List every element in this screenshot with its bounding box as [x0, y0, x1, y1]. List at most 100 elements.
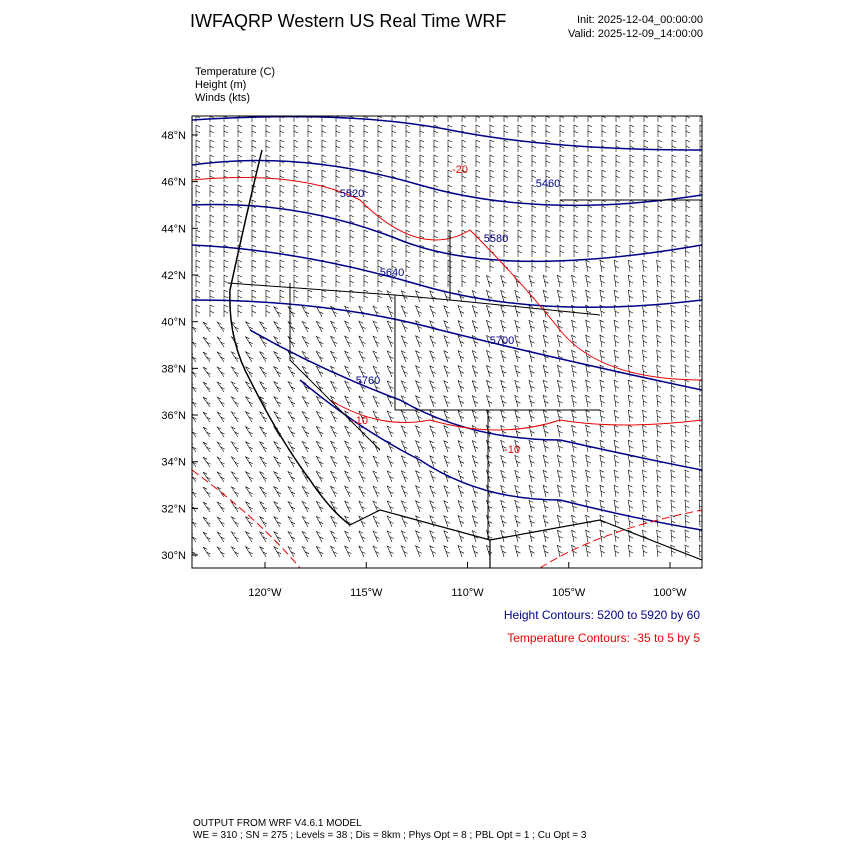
wind-barb: [419, 274, 425, 287]
wind-barb: [447, 139, 453, 152]
wind-barb: [670, 334, 676, 348]
wind-barb: [349, 124, 355, 137]
wind-barb: [585, 514, 592, 528]
wind-barb: [363, 124, 369, 137]
wind-barb: [629, 199, 635, 212]
wind-barb: [486, 439, 493, 453]
wind-barb: [447, 169, 453, 182]
wind-barb: [293, 184, 299, 197]
wind-barb: [489, 229, 495, 242]
wind-barb: [230, 486, 239, 498]
wind-barb: [489, 184, 495, 197]
wind-barb: [461, 229, 467, 242]
wind-barb: [642, 484, 648, 498]
lat-label: 40°N: [161, 317, 186, 329]
wind-barb: [329, 515, 338, 528]
wind-barb: [447, 124, 453, 137]
wind-barb: [514, 439, 521, 453]
wind-barb: [386, 320, 394, 333]
wind-barb: [192, 503, 197, 513]
wind-barb: [287, 350, 296, 363]
wind-barb: [372, 410, 380, 423]
wind-barb: [429, 305, 437, 318]
wind-barb: [471, 470, 479, 483]
valid-time: Valid: 2025-12-09_14:00:00: [568, 28, 703, 40]
wind-barb: [684, 319, 690, 333]
wind-barb: [372, 485, 380, 498]
wind-barb: [415, 410, 422, 423]
wind-barb: [329, 380, 338, 393]
wind-barb: [307, 274, 313, 287]
wind-barb: [195, 184, 201, 197]
wind-barb: [216, 531, 225, 543]
wind-barb: [613, 274, 620, 288]
wind-barb: [358, 395, 366, 408]
wind-barb: [287, 305, 296, 318]
wind-barb: [500, 274, 507, 288]
wind-barb: [671, 154, 677, 167]
wind-barb: [571, 499, 577, 513]
wind-barb: [386, 485, 394, 498]
wind-barb: [344, 335, 352, 348]
wind-barb: [216, 546, 225, 558]
wind-barb: [419, 214, 425, 227]
wind-barb: [517, 184, 523, 197]
wind-barb: [329, 425, 338, 438]
wind-barb: [344, 530, 352, 543]
wind-barb: [461, 199, 467, 212]
wind-barb: [279, 274, 285, 287]
wind-barb: [244, 501, 253, 513]
wind-barb: [349, 169, 355, 182]
wind-barb: [237, 289, 243, 302]
wind-barb: [545, 244, 551, 257]
wind-barb: [556, 439, 563, 453]
wind-barb: [386, 350, 394, 363]
wind-barb: [321, 139, 327, 152]
wind-barb: [202, 411, 211, 423]
wind-barb: [209, 229, 215, 242]
wind-barb: [415, 545, 422, 558]
wind-barb: [573, 154, 579, 167]
wind-barb: [363, 139, 369, 152]
wind-barb: [433, 184, 439, 197]
wind-barb: [642, 364, 648, 378]
wind-barb: [329, 470, 338, 483]
wind-barb: [531, 124, 537, 137]
wind-barb: [514, 349, 521, 363]
wind-barb: [599, 544, 606, 558]
wind-barb: [265, 154, 271, 167]
wind-barb: [391, 244, 397, 257]
wind-barb: [377, 274, 383, 287]
wind-barb: [670, 379, 676, 393]
wind-barb: [514, 544, 521, 558]
wind-barb: [315, 470, 324, 483]
wind-barb: [670, 349, 676, 363]
wind-barb: [517, 154, 523, 167]
wind-barb: [657, 154, 663, 167]
wind-barb: [405, 229, 411, 242]
wind-barb: [699, 139, 702, 152]
wind-barb: [363, 274, 369, 287]
wind-barb: [372, 320, 380, 333]
wind-barb: [642, 514, 648, 528]
wind-barb: [486, 424, 493, 438]
wind-barb: [670, 529, 676, 543]
wind-barb: [601, 139, 607, 152]
wind-barb: [443, 470, 451, 483]
wind-barb: [571, 454, 577, 468]
wind-barb: [400, 320, 408, 333]
wind-barb: [486, 319, 493, 333]
wind-barb: [471, 290, 479, 303]
wind-barb: [615, 184, 621, 197]
wind-barb: [301, 425, 310, 438]
wind-barb: [415, 350, 422, 363]
wind-barb: [244, 396, 253, 408]
wind-barb: [202, 366, 211, 378]
wind-barb: [461, 139, 467, 152]
wind-barb: [415, 470, 422, 483]
wind-barb: [287, 500, 296, 513]
wind-barb: [556, 499, 563, 513]
temperature-contour-label: -20: [452, 164, 468, 176]
wind-barb: [372, 350, 380, 363]
wind-barb: [195, 139, 201, 152]
